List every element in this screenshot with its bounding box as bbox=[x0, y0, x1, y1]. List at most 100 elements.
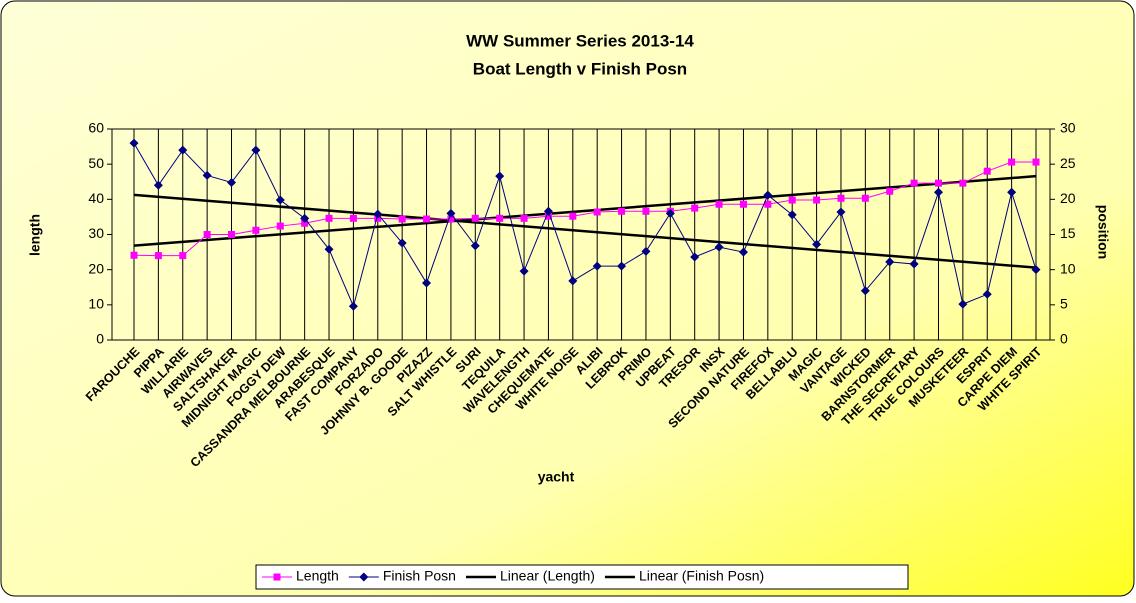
point bbox=[933, 187, 943, 197]
point bbox=[764, 200, 772, 208]
point bbox=[276, 222, 284, 230]
point bbox=[130, 251, 138, 259]
point bbox=[983, 167, 991, 175]
point bbox=[860, 286, 870, 296]
y2-tick-label: 30 bbox=[1060, 120, 1076, 136]
point bbox=[714, 242, 724, 252]
y2-tick-label: 20 bbox=[1060, 190, 1076, 206]
point bbox=[665, 208, 675, 218]
y-tick-label: 60 bbox=[88, 120, 104, 136]
point bbox=[836, 207, 846, 217]
legend-marker bbox=[273, 573, 281, 581]
point bbox=[934, 179, 942, 187]
y2-tick-label: 10 bbox=[1060, 260, 1076, 276]
point bbox=[154, 252, 162, 260]
point bbox=[520, 214, 528, 222]
point bbox=[543, 206, 553, 216]
point bbox=[300, 213, 310, 223]
point bbox=[129, 138, 139, 148]
point bbox=[348, 301, 358, 311]
trend-line bbox=[133, 174, 1037, 247]
point bbox=[496, 214, 504, 222]
point bbox=[179, 252, 187, 260]
y-tick-label: 40 bbox=[88, 190, 104, 206]
point bbox=[788, 196, 796, 204]
y-axis-label: length bbox=[27, 214, 43, 256]
legend-label: Linear (Finish Posn) bbox=[639, 568, 764, 584]
point bbox=[1007, 187, 1017, 197]
y-tick-label: 50 bbox=[88, 155, 104, 171]
point bbox=[446, 208, 456, 218]
point bbox=[738, 247, 748, 257]
point bbox=[787, 210, 797, 220]
y2-tick-label: 25 bbox=[1060, 155, 1076, 171]
point bbox=[593, 208, 601, 216]
point bbox=[739, 200, 747, 208]
point bbox=[398, 215, 406, 223]
trend-line bbox=[133, 193, 1037, 269]
point bbox=[228, 231, 236, 238]
point bbox=[617, 261, 627, 271]
point bbox=[495, 171, 505, 181]
series-line bbox=[133, 142, 1037, 308]
point bbox=[519, 266, 529, 276]
series-line bbox=[133, 161, 1036, 257]
point bbox=[715, 200, 723, 208]
legend-label: Linear (Length) bbox=[500, 568, 595, 584]
legend-label: Length bbox=[296, 568, 339, 584]
y2-tick-label: 5 bbox=[1060, 296, 1068, 312]
point bbox=[813, 196, 821, 204]
point bbox=[642, 207, 650, 215]
y-tick-label: 0 bbox=[96, 331, 104, 347]
point bbox=[861, 194, 869, 202]
point bbox=[568, 276, 578, 286]
y2-tick-label: 15 bbox=[1060, 225, 1076, 241]
point bbox=[325, 214, 333, 222]
point bbox=[910, 179, 918, 187]
point bbox=[397, 238, 407, 248]
point bbox=[301, 219, 309, 227]
point bbox=[982, 289, 992, 299]
legend-label: Finish Posn bbox=[383, 568, 456, 584]
point bbox=[959, 179, 967, 187]
x-axis-label: yacht bbox=[538, 469, 575, 485]
point bbox=[447, 215, 455, 223]
point bbox=[178, 145, 188, 155]
point bbox=[641, 246, 651, 256]
point bbox=[812, 239, 822, 249]
point bbox=[373, 209, 383, 219]
y-tick-label: 20 bbox=[88, 260, 104, 276]
point bbox=[690, 252, 700, 262]
y-tick-label: 30 bbox=[88, 225, 104, 241]
point bbox=[227, 177, 237, 187]
point bbox=[544, 212, 552, 220]
point bbox=[252, 226, 260, 234]
point bbox=[958, 299, 968, 309]
point bbox=[324, 244, 334, 254]
y2-tick-label: 0 bbox=[1060, 331, 1068, 347]
point bbox=[592, 261, 602, 271]
point bbox=[569, 212, 577, 220]
point bbox=[470, 241, 480, 251]
point bbox=[422, 278, 432, 288]
point bbox=[763, 190, 773, 200]
point bbox=[885, 257, 895, 267]
point bbox=[202, 170, 212, 180]
point bbox=[1008, 158, 1016, 166]
point bbox=[691, 204, 699, 212]
point bbox=[471, 214, 479, 222]
point bbox=[1031, 265, 1041, 275]
point bbox=[349, 214, 357, 222]
y2-axis-label: position bbox=[1095, 205, 1111, 259]
point bbox=[423, 215, 431, 223]
point bbox=[909, 259, 919, 269]
point bbox=[153, 180, 163, 190]
point bbox=[251, 145, 261, 155]
chart-subtitle: Boat Length v Finish Posn bbox=[473, 59, 687, 78]
point bbox=[837, 194, 845, 202]
point bbox=[275, 195, 285, 205]
point bbox=[886, 187, 894, 195]
y-tick-label: 10 bbox=[88, 296, 104, 312]
